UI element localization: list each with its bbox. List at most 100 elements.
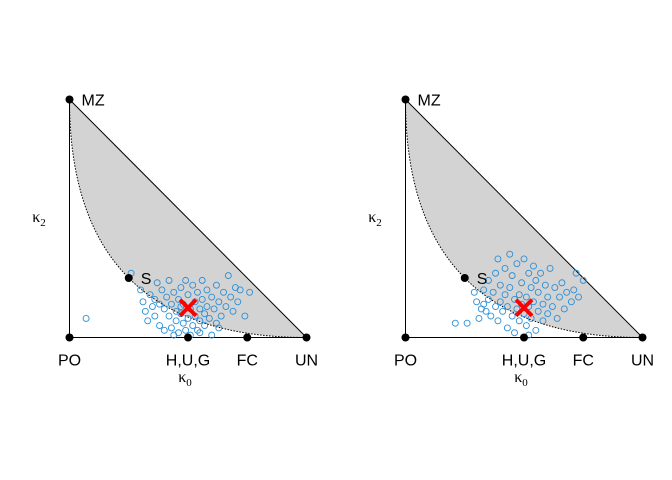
scatter-point (492, 269, 500, 277)
scatter-point (158, 286, 166, 294)
scatter-point (544, 310, 552, 318)
scatter-point (522, 293, 530, 301)
scatter-point (203, 286, 211, 294)
vertex-label: PO (394, 353, 417, 370)
scatter-point (210, 305, 218, 313)
scatter-point (198, 276, 206, 284)
scatter-point (475, 315, 483, 322)
scatter-point (534, 288, 542, 296)
scatter-point (198, 295, 206, 303)
scatter-point (541, 281, 549, 289)
scatter-point (144, 317, 152, 325)
vertex-point (184, 333, 192, 342)
estimate-marker (514, 298, 534, 318)
scatter-point (579, 276, 587, 284)
scatter-point (494, 255, 502, 263)
vertex-label: UN (295, 353, 318, 370)
scatter-point (146, 291, 154, 299)
left-panel: MZ PO H,U,G FC UN Sκ0 κ2 (32, 93, 318, 390)
scatter-point (217, 312, 225, 320)
scatter-point (567, 298, 575, 306)
x-axis-label: κ0 (178, 369, 192, 389)
scatter-point (553, 315, 561, 322)
scatter-point (196, 317, 204, 325)
scatter-point (220, 288, 228, 296)
scatter-point (170, 288, 178, 296)
scatter-point (503, 324, 511, 332)
vertex-point (302, 333, 311, 342)
scatter-point (160, 326, 168, 334)
triangle-hypotenuse (405, 99, 643, 338)
scatter-point (485, 295, 492, 303)
vertex-point (124, 274, 133, 282)
scatter-point (548, 303, 556, 311)
scatter-point (194, 326, 201, 334)
scatter-point (215, 324, 223, 332)
scatter-point (532, 276, 540, 284)
scatter-point (513, 305, 521, 313)
scatter-point (534, 307, 542, 315)
scatter-point (530, 262, 537, 270)
y-axis-label: κ2 (32, 209, 46, 229)
scatter-point (539, 300, 547, 308)
scatter-point (558, 279, 566, 287)
scatter-point (177, 303, 185, 311)
vertex-label: MZ (82, 93, 105, 110)
vertex-label: S (141, 271, 152, 288)
vertex-label: PO (58, 353, 81, 370)
scatter-point (196, 329, 204, 337)
scatter-point (229, 307, 237, 315)
vertex-label: H,U,G (166, 353, 210, 370)
vertex-label: UN (631, 353, 654, 370)
vertex-point (638, 333, 647, 342)
vertex-label: S (477, 271, 488, 288)
scatter-point (222, 303, 230, 311)
y-axis-label: κ2 (368, 209, 382, 229)
scatter-point (201, 310, 209, 318)
scatter-point (496, 298, 504, 306)
scatter-point (139, 298, 147, 306)
scatter-point (177, 284, 185, 291)
scatter-point (194, 288, 201, 296)
scatter-point (537, 269, 545, 277)
vertex-label: H,U,G (502, 353, 546, 370)
scatter-point (513, 260, 521, 268)
vertex-label: FC (237, 353, 258, 370)
scatter-point (137, 286, 145, 294)
scatter-point (179, 319, 187, 327)
scatter-point (451, 319, 459, 327)
scatter-point (515, 291, 523, 299)
scatter-point (470, 288, 478, 296)
scatter-point (499, 307, 507, 315)
estimate-marker (178, 298, 198, 318)
scatter-point (572, 269, 580, 277)
scatter-point (241, 312, 249, 320)
scatter-point (511, 329, 518, 337)
scatter-point (508, 312, 516, 320)
scatter-point (170, 331, 178, 339)
scatter-point (184, 315, 192, 322)
scatter-point (487, 312, 495, 320)
scatter-point (141, 307, 149, 315)
vertex-point (65, 333, 74, 342)
scatter-point (165, 312, 173, 320)
scatter-point (570, 286, 578, 294)
scatter-point (506, 284, 514, 291)
scatter-point (212, 281, 220, 289)
scatter-point (203, 303, 211, 311)
x-axis-label: κ0 (514, 369, 528, 389)
scatter-point (532, 326, 540, 334)
scatter-point (544, 293, 552, 301)
vertex-point (401, 95, 410, 104)
scatter-point (518, 279, 526, 287)
scatter-point (539, 317, 547, 325)
scatter-point (546, 265, 554, 272)
scatter-point (501, 291, 509, 299)
vertex-point (579, 333, 588, 342)
scatter-point (153, 279, 161, 287)
scatter-point (492, 303, 500, 311)
scatter-point (234, 298, 242, 306)
vertex-label: MZ (418, 93, 441, 110)
scatter-point (527, 284, 535, 291)
